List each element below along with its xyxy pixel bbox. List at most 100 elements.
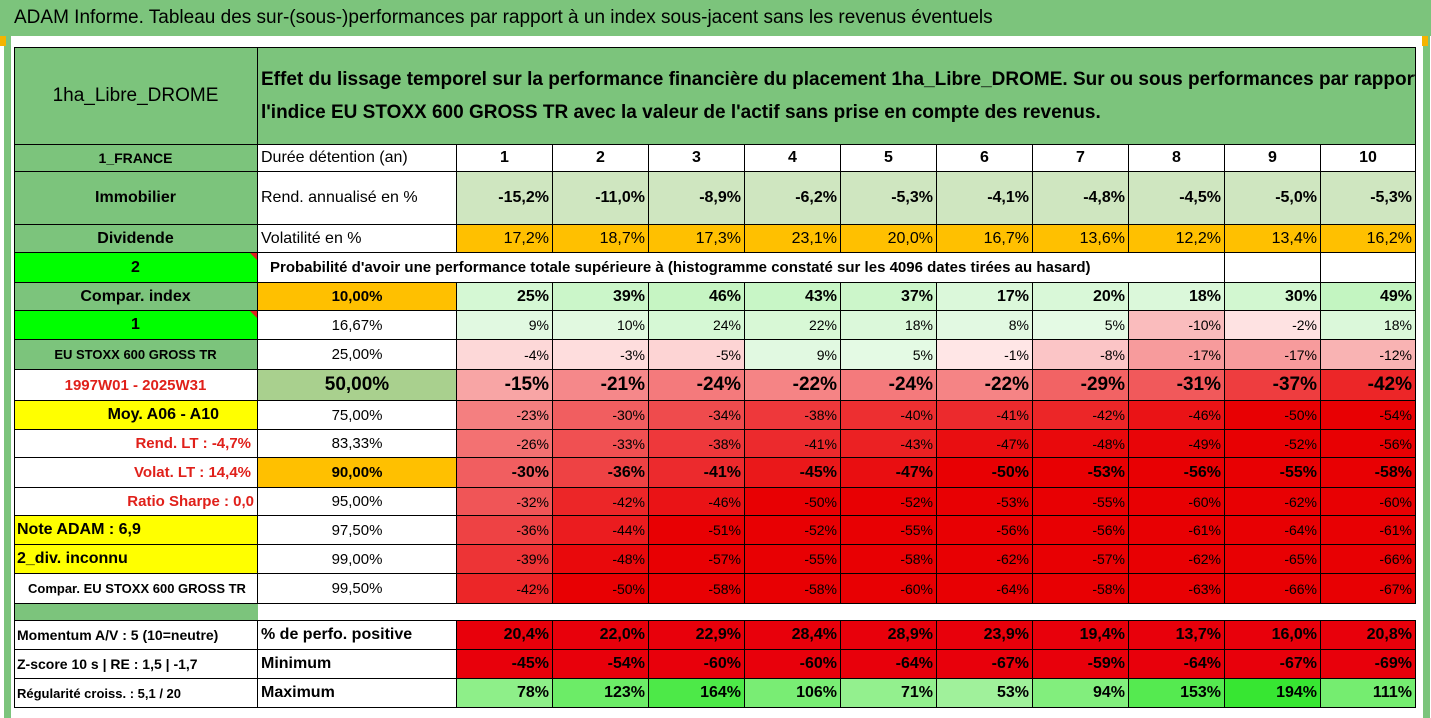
- percentile-value: -2%: [1225, 311, 1321, 340]
- percentile-value: 46%: [649, 283, 745, 311]
- percentile-value: -51%: [649, 516, 745, 545]
- percentile-value: -42%: [1321, 370, 1416, 401]
- footer-value: 194%: [1225, 679, 1321, 708]
- year-header: 4: [745, 145, 841, 172]
- percentile-label: 99,00%: [258, 545, 457, 574]
- year-header: 10: [1321, 145, 1416, 172]
- footer-value: 19,4%: [1033, 621, 1129, 650]
- percentile-value: 8%: [937, 311, 1033, 340]
- percentile-value: -55%: [1033, 488, 1129, 516]
- percentile-value: 30%: [1225, 283, 1321, 311]
- footer-value: 53%: [937, 679, 1033, 708]
- volat-value: 17,3%: [649, 225, 745, 253]
- percentile-value: -53%: [937, 488, 1033, 516]
- footer-value: 94%: [1033, 679, 1129, 708]
- percentile-value: -1%: [937, 340, 1033, 370]
- percentile-label: 97,50%: [258, 516, 457, 545]
- year-header: 7: [1033, 145, 1129, 172]
- footer-value: 164%: [649, 679, 745, 708]
- percentile-value: -65%: [1225, 545, 1321, 574]
- footer-value: -69%: [1321, 650, 1416, 679]
- percentile-value: -36%: [553, 458, 649, 488]
- percentile-value: -60%: [1321, 488, 1416, 516]
- footer-value: 23,9%: [937, 621, 1033, 650]
- footer-label: Régularité croiss. : 5,1 / 20: [14, 679, 258, 708]
- percentile-label: 10,00%: [258, 283, 457, 311]
- percentile-value: -42%: [553, 488, 649, 516]
- percentile-value: -39%: [457, 545, 553, 574]
- percentile-label: 75,00%: [258, 401, 457, 430]
- comment-flag-icon: [250, 253, 257, 260]
- percentile-value: -38%: [649, 430, 745, 458]
- volat-value: 20,0%: [841, 225, 937, 253]
- percentile-value: -52%: [745, 516, 841, 545]
- percentile-value: -50%: [1225, 401, 1321, 430]
- percentile-label: 25,00%: [258, 340, 457, 370]
- number-2-label: 2: [14, 253, 258, 283]
- percentile-value: -48%: [553, 545, 649, 574]
- percentile-value: -8%: [1033, 340, 1129, 370]
- percentile-value: -44%: [553, 516, 649, 545]
- percentile-value: -55%: [745, 545, 841, 574]
- category-label: Immobilier: [14, 172, 258, 225]
- percentile-value: 22%: [745, 311, 841, 340]
- percentile-value: -58%: [1033, 574, 1129, 604]
- percentile-value: 43%: [745, 283, 841, 311]
- percentile-value: -53%: [1033, 458, 1129, 488]
- percentile-value: -57%: [1033, 545, 1129, 574]
- percentile-value: -22%: [745, 370, 841, 401]
- percentile-value: -31%: [1129, 370, 1225, 401]
- footer-value: -59%: [1033, 650, 1129, 679]
- percentile-value: -23%: [457, 401, 553, 430]
- side-label: Ratio Sharpe : 0,0: [14, 488, 258, 516]
- side-label: Rend. LT : -4,7%: [14, 430, 258, 458]
- percentile-value: -42%: [457, 574, 553, 604]
- percentile-value: -56%: [937, 516, 1033, 545]
- income-label: Dividende: [14, 225, 258, 253]
- side-label: 2_div. inconnu: [14, 545, 258, 574]
- footer-value: 22,9%: [649, 621, 745, 650]
- footer-value: -64%: [841, 650, 937, 679]
- percentile-value: -52%: [1225, 430, 1321, 458]
- percentile-value: -47%: [937, 430, 1033, 458]
- percentile-label: 16,67%: [258, 311, 457, 340]
- footer-value: -64%: [1129, 650, 1225, 679]
- rend-value: -4,5%: [1129, 172, 1225, 225]
- side-label: Compar. EU STOXX 600 GROSS TR: [14, 574, 258, 604]
- footer-value: 13,7%: [1129, 621, 1225, 650]
- percentile-value: -58%: [649, 574, 745, 604]
- percentile-value: -56%: [1033, 516, 1129, 545]
- percentile-value: -15%: [457, 370, 553, 401]
- report-title: ADAM Informe. Tableau des sur-(sous-)per…: [0, 0, 1431, 36]
- percentile-value: -60%: [1129, 488, 1225, 516]
- year-header: 9: [1225, 145, 1321, 172]
- percentile-value: -30%: [553, 401, 649, 430]
- percentile-value: 5%: [1033, 311, 1129, 340]
- percentile-value: -60%: [841, 574, 937, 604]
- percentile-value: -17%: [1225, 340, 1321, 370]
- percentile-value: -58%: [745, 574, 841, 604]
- percentile-value: -42%: [1033, 401, 1129, 430]
- percentile-value: -21%: [553, 370, 649, 401]
- rend-value: -4,1%: [937, 172, 1033, 225]
- rend-value: -5,3%: [1321, 172, 1416, 225]
- rend-value: -5,3%: [841, 172, 937, 225]
- percentile-value: -66%: [1321, 545, 1416, 574]
- percentile-value: -49%: [1129, 430, 1225, 458]
- percentile-value: -3%: [553, 340, 649, 370]
- percentile-label: 90,00%: [258, 458, 457, 488]
- percentile-value: -55%: [1225, 458, 1321, 488]
- percentile-label: 95,00%: [258, 488, 457, 516]
- percentile-value: -37%: [1225, 370, 1321, 401]
- percentile-value: 20%: [1033, 283, 1129, 311]
- percentile-value: -46%: [1129, 401, 1225, 430]
- year-header: 5: [841, 145, 937, 172]
- volat-value: 13,6%: [1033, 225, 1129, 253]
- percentile-value: -46%: [649, 488, 745, 516]
- percentile-value: -33%: [553, 430, 649, 458]
- percentile-value: -62%: [1129, 545, 1225, 574]
- percentile-value: 18%: [1321, 311, 1416, 340]
- side-label: Compar. index: [14, 283, 258, 311]
- percentile-value: -36%: [457, 516, 553, 545]
- percentile-value: 5%: [841, 340, 937, 370]
